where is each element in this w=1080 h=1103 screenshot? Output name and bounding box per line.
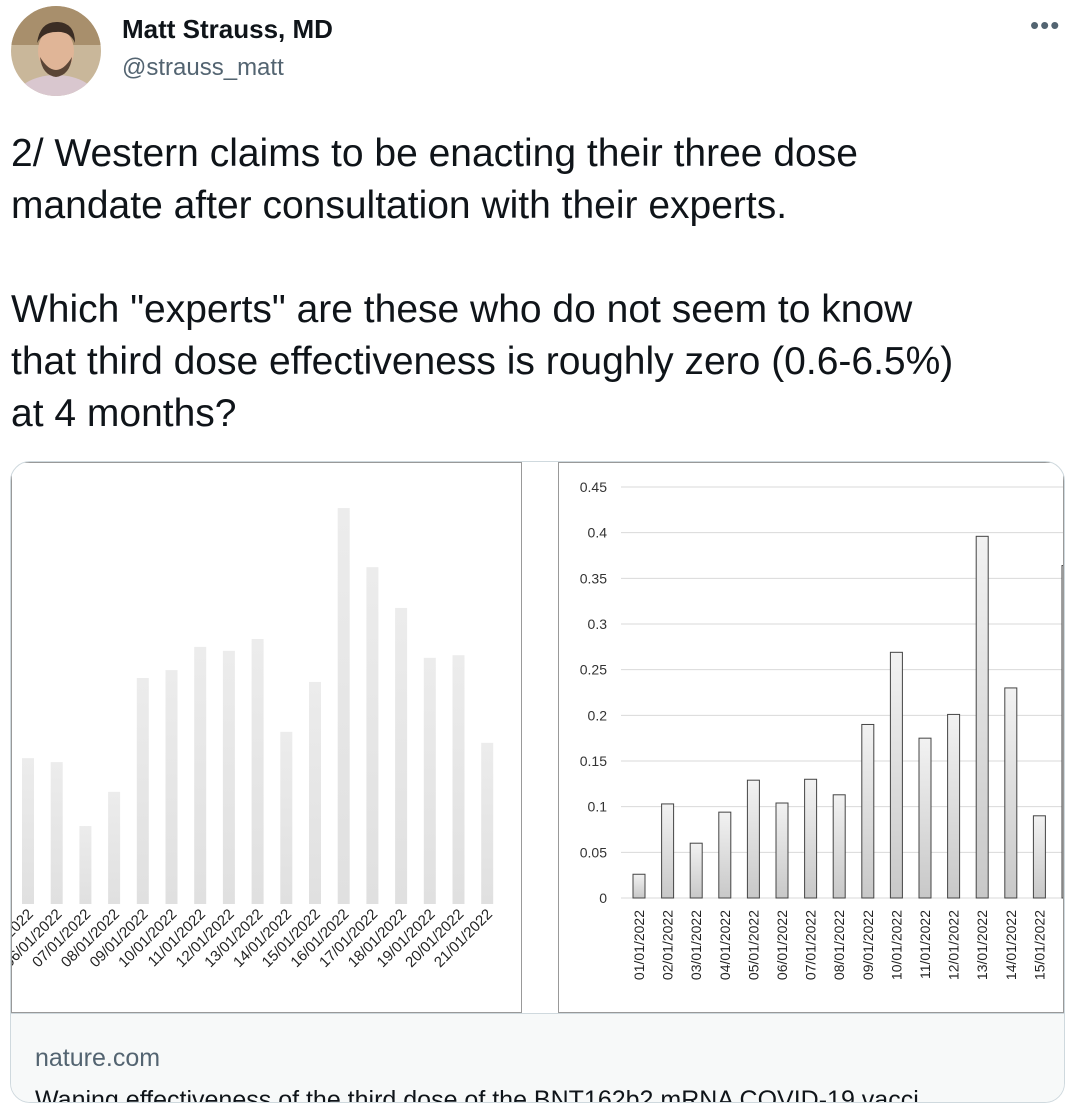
x-tick-label: 05/01/2022 (745, 910, 761, 980)
y-tick-label: 0.2 (588, 707, 608, 723)
bar (804, 778, 818, 899)
x-tick-label: 01/01/2022 (631, 910, 647, 980)
paragraph: 2/ Western claims to be enacting their t… (11, 128, 1076, 232)
x-tick-label: 11/01/2022 (917, 910, 933, 979)
bar (423, 657, 436, 904)
bar (481, 742, 494, 904)
more-button[interactable]: ••• (1030, 10, 1061, 40)
y-tick-label: 0.35 (580, 570, 607, 586)
link-title: Waning effectiveness of the third dose o… (35, 1086, 919, 1103)
x-tick-label: 12/01/2022 (946, 910, 962, 980)
x-tick-label: 06/01/2022 (774, 910, 790, 980)
bar (395, 607, 408, 904)
bar (165, 670, 178, 904)
x-tick-label: 08/01/2022 (831, 910, 847, 980)
bar (632, 873, 646, 899)
y-tick-label: 0.4 (588, 525, 608, 541)
chart-image[interactable]: 05/01/202206/01/202207/01/202208/01/2022… (11, 462, 522, 1013)
y-tick-label: 0.45 (580, 479, 607, 495)
author-name[interactable]: Matt Strauss, MD (122, 14, 333, 44)
bar (689, 842, 703, 899)
x-tick-label: 04/01/2022 (717, 910, 733, 980)
bar (309, 681, 321, 904)
bar (194, 646, 207, 904)
author-handle[interactable]: @strauss_matt (122, 54, 284, 81)
x-tick-label: 14/01/2022 (1003, 910, 1019, 980)
x-tick-label: 02/01/2022 (660, 910, 676, 980)
bar (251, 639, 264, 904)
bar (136, 677, 149, 904)
bar (337, 508, 350, 904)
bar (1061, 565, 1063, 899)
bar (1004, 687, 1018, 899)
avatar[interactable] (10, 5, 102, 97)
bar (661, 803, 675, 899)
bar (280, 731, 293, 904)
text-line: at 4 months? (11, 392, 237, 435)
bar (50, 762, 63, 904)
bar (889, 651, 903, 899)
text-line: Which "experts" are these who do not see… (11, 288, 913, 331)
bar (947, 713, 961, 899)
link-domain: nature.com (35, 1044, 161, 1072)
text-line: 2/ Western claims to be enacting their t… (11, 132, 858, 175)
x-tick-label: 07/01/2022 (803, 910, 819, 980)
media[interactable]: 05/01/2022 06/01/2022 07/01/2022 08/01/2022… (10, 461, 1065, 1103)
bar (79, 826, 92, 904)
bar (975, 535, 989, 899)
y-tick-label: 0.25 (580, 662, 607, 678)
paragraph: Which "experts" are these who do not see… (11, 284, 1076, 440)
bar (222, 650, 235, 904)
x-tick-label: 10/01/2022 (888, 910, 904, 980)
bar (832, 794, 846, 899)
bar (1032, 815, 1046, 899)
bar (746, 779, 760, 899)
chart-image[interactable]: 0 0.05 0.1 0.15 0.2 0.25 0.3 0.35 0.4 0.45 01/01/2… (558, 462, 1064, 1013)
bar (366, 567, 379, 904)
text-line: that third dose effectiveness is roughly… (11, 340, 954, 383)
x-tick-label: 15/01/2022 (1031, 910, 1047, 980)
bar (918, 737, 932, 899)
bar (861, 723, 875, 899)
y-tick-label: 0.1 (588, 799, 608, 815)
x-tick-label: 13/01/2022 (974, 910, 990, 980)
tweet-text: 2/ Western claims to be enacting their t… (11, 128, 1076, 492)
bar (452, 655, 465, 904)
bar (718, 811, 732, 899)
bar (775, 802, 789, 899)
y-tick-label: 0.15 (580, 753, 607, 769)
x-tick-label: 09/01/2022 (860, 910, 876, 980)
link-card[interactable]: nature.com Waning effectiveness of the t… (11, 1013, 1064, 1103)
y-tick-label: 0.3 (588, 616, 608, 632)
text-line: mandate after consultation with their ex… (11, 184, 788, 227)
bar (108, 791, 121, 904)
y-tick-label: 0 (599, 890, 607, 906)
bar (22, 758, 34, 904)
y-tick-label: 0.05 (580, 844, 607, 860)
x-tick-label: 03/01/2022 (688, 910, 704, 980)
